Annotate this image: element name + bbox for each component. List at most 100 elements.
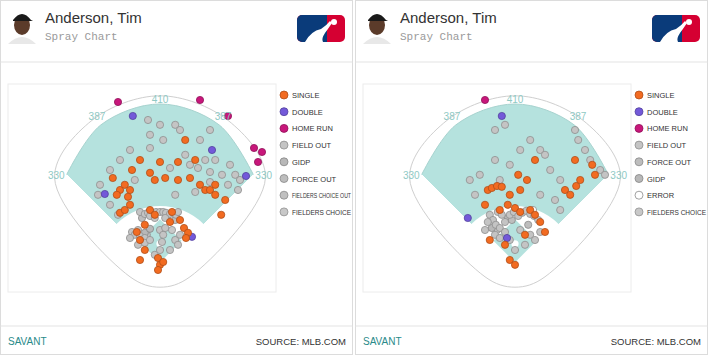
hit-point xyxy=(206,126,213,133)
hit-point xyxy=(146,169,153,176)
hit-point xyxy=(541,228,548,235)
hit-point xyxy=(525,221,532,228)
base-paths xyxy=(490,217,541,268)
hit-point xyxy=(151,176,158,183)
plot-area xyxy=(410,96,621,287)
subtitle: Spray Chart xyxy=(45,31,118,43)
hit-point xyxy=(581,146,588,153)
spray-charts: Anderson, Tim Spray Chart SAVANT SOURCE: ML… xyxy=(0,0,710,355)
source: SOURCE: MLB.COM xyxy=(256,336,346,347)
hit-point xyxy=(466,176,473,183)
hit-point xyxy=(601,171,608,178)
fence-label: 330 xyxy=(403,170,420,181)
hit-point xyxy=(515,171,522,178)
logo-silhouette xyxy=(305,21,332,42)
hit-point xyxy=(498,112,505,119)
legend-swatch xyxy=(280,124,288,132)
hit-point xyxy=(506,191,513,198)
hit-point xyxy=(101,190,108,197)
hit-point xyxy=(258,148,265,155)
hit-point xyxy=(156,246,163,253)
hit-point xyxy=(136,236,143,243)
hit-point xyxy=(124,193,131,200)
panel: Anderson, TimSpray ChartSAVANTSOURCE: ML… xyxy=(356,1,708,355)
hit-point xyxy=(464,214,471,221)
foul-line xyxy=(160,175,253,268)
hit-point xyxy=(589,161,596,168)
hit-point xyxy=(160,231,167,238)
legend-swatch xyxy=(635,158,643,166)
hit-point xyxy=(521,231,528,238)
hit-point xyxy=(126,146,133,153)
legend-swatch xyxy=(280,108,288,116)
hit-point xyxy=(541,151,548,158)
outfield-fence xyxy=(422,104,609,268)
hit-point xyxy=(517,208,524,215)
hit-point xyxy=(106,201,113,208)
header-rule xyxy=(356,62,708,63)
hit-point xyxy=(172,191,179,198)
hit-point xyxy=(471,191,478,198)
legend-label: DOUBLE xyxy=(647,108,678,117)
brand: SAVANT xyxy=(8,336,47,347)
outfield-fence xyxy=(67,104,254,268)
fence-label: 387 xyxy=(215,111,232,122)
hit-point xyxy=(521,241,528,248)
hit-point xyxy=(476,171,483,178)
hit-point xyxy=(496,206,503,213)
hit-point xyxy=(176,126,183,133)
hit-point xyxy=(126,234,133,241)
hit-point xyxy=(498,183,505,190)
legend-label: FORCE OUT xyxy=(292,175,337,184)
hit-point xyxy=(144,116,151,123)
hit-point xyxy=(192,156,199,163)
hit-point xyxy=(109,174,116,181)
hit-point xyxy=(160,258,167,265)
hit-point xyxy=(136,256,143,263)
subtitle: Spray Chart xyxy=(400,31,473,43)
hit-point xyxy=(571,156,578,163)
fence-label: 387 xyxy=(444,111,461,122)
title: Anderson, Tim xyxy=(45,9,142,26)
legend-label: FIELDERS CHOICE xyxy=(292,208,351,217)
hit-point xyxy=(234,186,241,193)
hit-point xyxy=(218,211,225,218)
headshot-cap xyxy=(13,14,33,21)
infield-grass xyxy=(138,219,181,262)
fence-label: 387 xyxy=(89,111,106,122)
legend-label: FIELDERS CHOICE OUT xyxy=(292,191,351,200)
panel: Anderson, Tim Spray Chart SAVANT SOURCE: ML… xyxy=(1,1,353,355)
hit-point xyxy=(531,236,538,243)
legend-swatch xyxy=(280,175,288,183)
points xyxy=(94,96,265,273)
mlb-logo xyxy=(297,15,345,42)
hit-point xyxy=(174,158,181,165)
legend-swatch xyxy=(635,91,643,99)
source: SOURCE: MLB.COM xyxy=(611,336,701,347)
hit-point xyxy=(517,146,524,153)
title: Anderson, Tim xyxy=(400,9,497,26)
chart-root: Anderson, Tim Spray Chart SAVANT SOURCE: ML… xyxy=(0,0,710,355)
legend-swatch xyxy=(635,141,643,149)
hit-point xyxy=(547,166,554,173)
hit-point xyxy=(491,156,498,163)
hit-point xyxy=(126,201,133,208)
hit-point xyxy=(168,226,175,233)
hit-point xyxy=(567,191,574,198)
hit-point xyxy=(141,246,148,253)
hit-point xyxy=(571,126,578,133)
hit-point xyxy=(186,174,193,181)
logo-ball xyxy=(331,19,337,25)
hit-point xyxy=(218,171,225,178)
hit-point xyxy=(501,241,508,248)
hit-point xyxy=(226,161,233,168)
fence-label: 330 xyxy=(255,170,272,181)
legend-label: FIELD OUT xyxy=(292,141,332,150)
legend-swatch xyxy=(280,91,288,99)
hit-point xyxy=(192,188,199,195)
hit-point xyxy=(224,181,231,188)
hit-point xyxy=(208,146,215,153)
legend-swatch xyxy=(635,124,643,132)
hit-point xyxy=(496,234,503,241)
hit-point xyxy=(174,176,181,183)
